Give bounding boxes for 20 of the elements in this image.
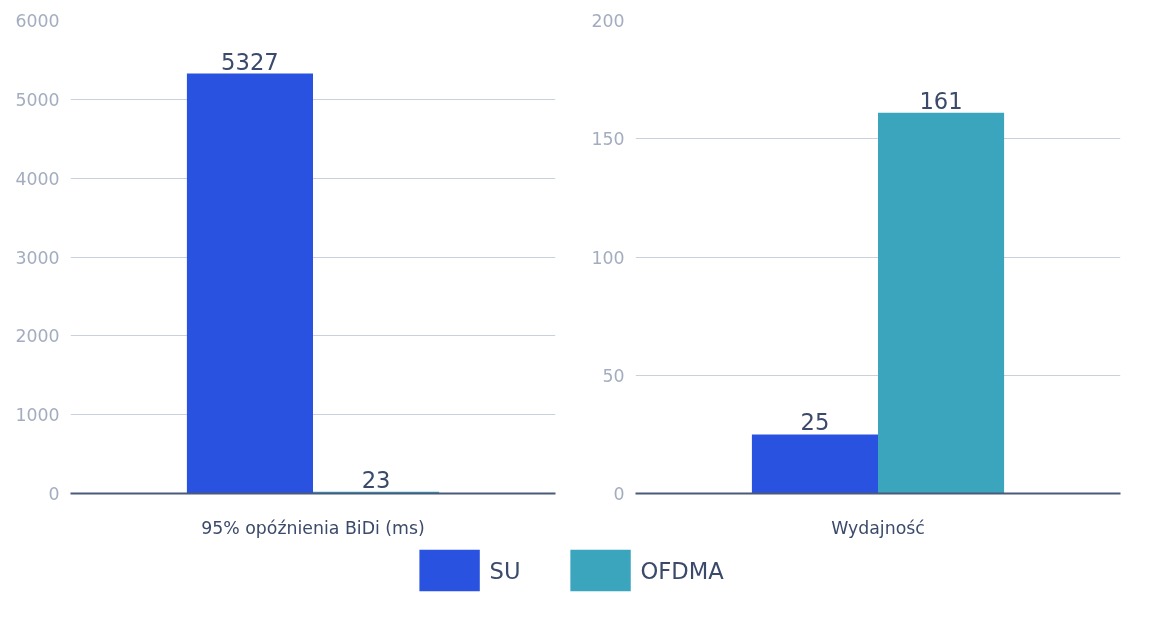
y-tick-label: 3000 (15, 247, 60, 268)
data-label: 25 (800, 409, 830, 436)
y-tick-label: 2000 (15, 326, 60, 347)
data-label: 5327 (221, 48, 279, 75)
legend-label: SU (489, 557, 521, 584)
y-tick-label: 1000 (15, 405, 60, 426)
y-tick-label: 50 (602, 365, 625, 386)
y-tick-label: 150 (591, 129, 625, 150)
x-tick-label: Wydajność (831, 517, 925, 538)
legend-label: OFDMA (640, 557, 725, 584)
y-tick-label: 0 (48, 484, 60, 504)
data-label: 161 (919, 87, 963, 114)
y-tick-label: 0 (613, 484, 625, 504)
y-tick-label: 200 (591, 11, 625, 31)
x-tick-label: 95% opóźnienia BiDi (ms) (201, 517, 425, 538)
y-tick-label: 4000 (15, 168, 60, 189)
data-label: 23 (361, 466, 391, 493)
y-tick-label: 6000 (15, 11, 60, 31)
y-tick-label: 5000 (15, 89, 60, 110)
y-tick-label: 100 (591, 247, 625, 268)
